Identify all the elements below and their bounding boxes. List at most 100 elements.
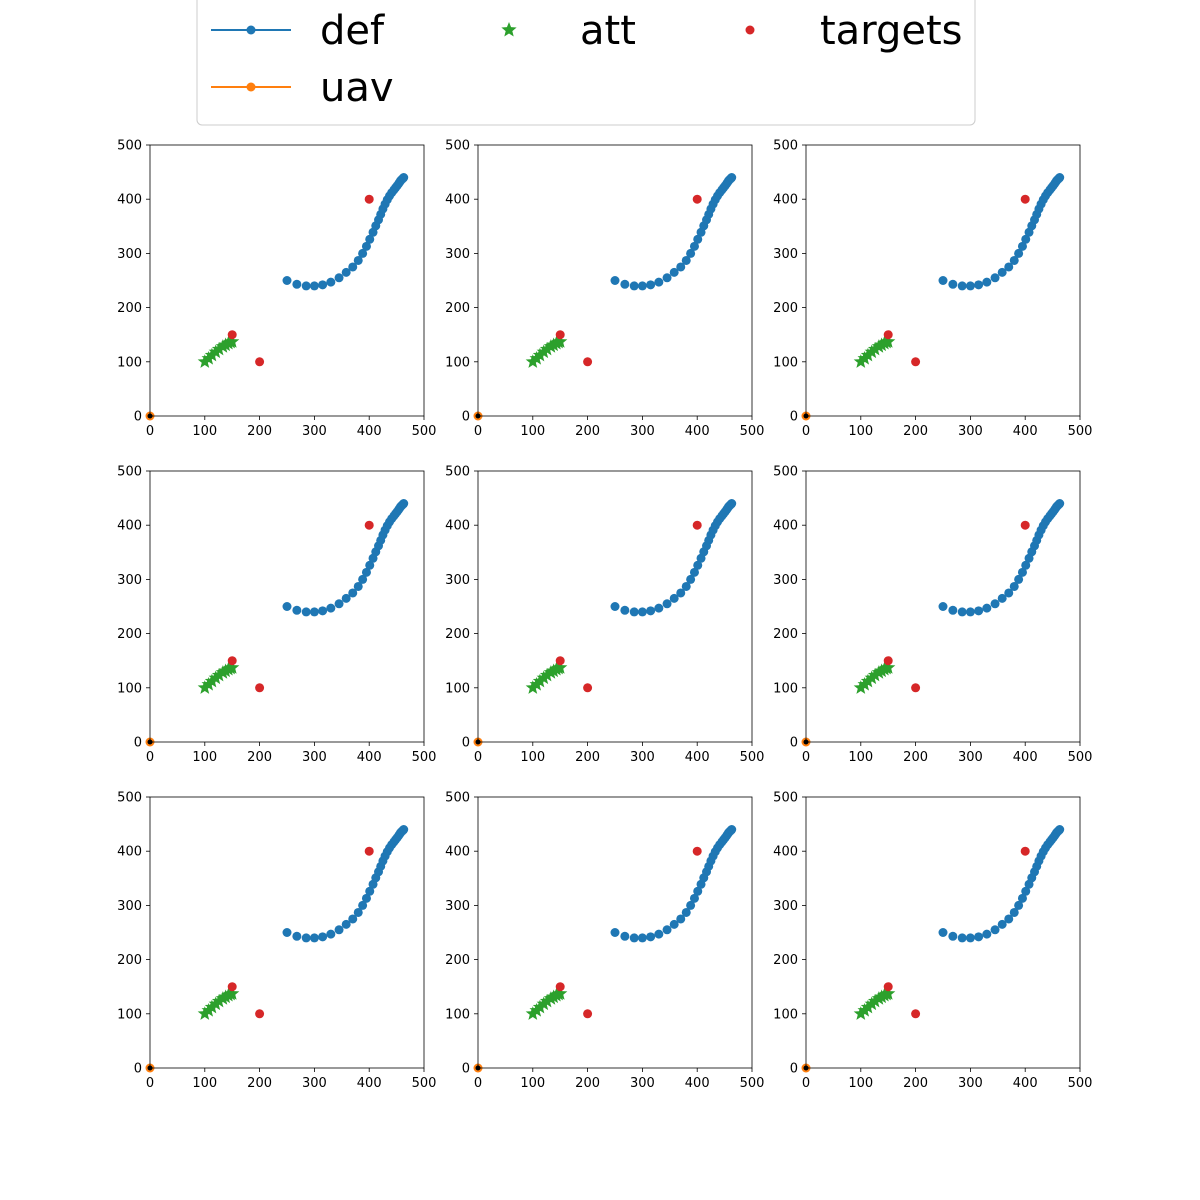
y-tick-label: 400 [445, 519, 470, 534]
target-point [692, 520, 702, 530]
att-point [853, 1006, 868, 1020]
att-point [197, 1006, 212, 1020]
x-tick-label: 500 [1068, 750, 1093, 765]
y-tick-label: 500 [773, 139, 798, 154]
att-series [853, 986, 896, 1020]
def-point [292, 605, 302, 615]
y-tick-label: 300 [445, 899, 470, 914]
def-point [341, 593, 351, 603]
x-tick-label: 500 [740, 750, 765, 765]
def-point [646, 932, 656, 942]
def-point [301, 281, 311, 291]
legend: def att targets uav [196, 0, 976, 126]
def-point [654, 277, 664, 287]
axes-frame [805, 796, 1081, 1069]
def-series [938, 499, 1065, 617]
targets-series [227, 846, 374, 1019]
att-point [211, 993, 227, 1008]
x-tick-label: 0 [146, 1076, 154, 1091]
def-point [1017, 567, 1027, 577]
subplot-4: 0 100 200 300 400 500 0 100 200 300 400 500 [117, 465, 436, 766]
def-point [292, 931, 302, 941]
att-point [553, 334, 568, 348]
def-point [1017, 241, 1027, 251]
att-point [860, 999, 876, 1014]
def-point [610, 928, 620, 937]
def-point [629, 933, 639, 943]
def-point [1014, 248, 1024, 258]
x-tick-label: 0 [802, 750, 810, 765]
def-point [1055, 499, 1065, 509]
target-point [1020, 846, 1030, 856]
def-point [1021, 234, 1031, 244]
x-tick-label: 0 [802, 1076, 810, 1091]
def-point [629, 607, 639, 617]
def-point [662, 273, 672, 283]
x-tick-label: 400 [685, 750, 710, 765]
def-point [727, 825, 737, 835]
legend-entry-targets: targets [745, 8, 962, 54]
def-point [1055, 173, 1065, 183]
att-point [204, 673, 220, 688]
x-tick-label: 100 [520, 424, 545, 439]
att-point [532, 347, 548, 362]
def-point [610, 276, 620, 285]
y-tick-label: 400 [445, 193, 470, 208]
subplot-grid: 0 100 200 300 400 500 0 100 200 300 400 500 0 100 200 3… [117, 139, 1092, 1092]
y-tick-label: 100 [773, 355, 798, 370]
def-point [965, 607, 975, 617]
x-tick-label: 500 [412, 750, 437, 765]
y-tick-label: 200 [117, 953, 142, 968]
att-point [211, 667, 227, 682]
y-tick-label: 300 [773, 899, 798, 914]
def-point [982, 603, 992, 613]
def-point [361, 241, 371, 251]
y-tick-label: 100 [445, 681, 470, 696]
att-point [881, 986, 896, 1000]
x-tick-label: 400 [1013, 750, 1038, 765]
def-point [965, 281, 975, 291]
targets-series [555, 846, 702, 1019]
target-point [883, 982, 893, 992]
def-point [693, 560, 703, 570]
def-point [334, 599, 344, 609]
def-point [365, 886, 375, 896]
def-point [957, 281, 967, 291]
y-tick-label: 500 [773, 791, 798, 806]
legend-def-label: def [320, 8, 385, 54]
def-point [997, 267, 1007, 277]
def-point [282, 602, 292, 611]
y-tick-label: 200 [773, 953, 798, 968]
x-tick-label: 500 [1068, 424, 1093, 439]
att-point [225, 334, 240, 348]
def-series [610, 173, 737, 291]
att-point [525, 1006, 540, 1020]
target-point [555, 330, 565, 340]
target-point [1020, 520, 1030, 530]
def-point [669, 593, 679, 603]
y-tick-label: 500 [117, 791, 142, 806]
def-point [646, 280, 656, 290]
att-point [553, 986, 568, 1000]
def-point [1014, 574, 1024, 584]
att-point [532, 999, 548, 1014]
def-point [1009, 255, 1019, 265]
def-point [957, 933, 967, 943]
def-point [686, 248, 696, 258]
def-point [693, 234, 703, 244]
x-tick-label: 200 [247, 750, 272, 765]
def-point [1004, 914, 1014, 924]
def-point [686, 900, 696, 910]
def-point [334, 273, 344, 283]
def-point [646, 606, 656, 616]
att-series [525, 660, 568, 694]
target-point [364, 846, 374, 856]
target-point [883, 330, 893, 340]
y-tick-label: 500 [117, 139, 142, 154]
legend-targets-label: targets [820, 8, 962, 54]
att-point [204, 347, 220, 362]
y-tick-label: 200 [445, 301, 470, 316]
att-point [853, 354, 868, 368]
subplot-1: 0 100 200 300 400 500 0 100 200 300 400 500 [117, 139, 436, 440]
def-point [990, 273, 1000, 283]
